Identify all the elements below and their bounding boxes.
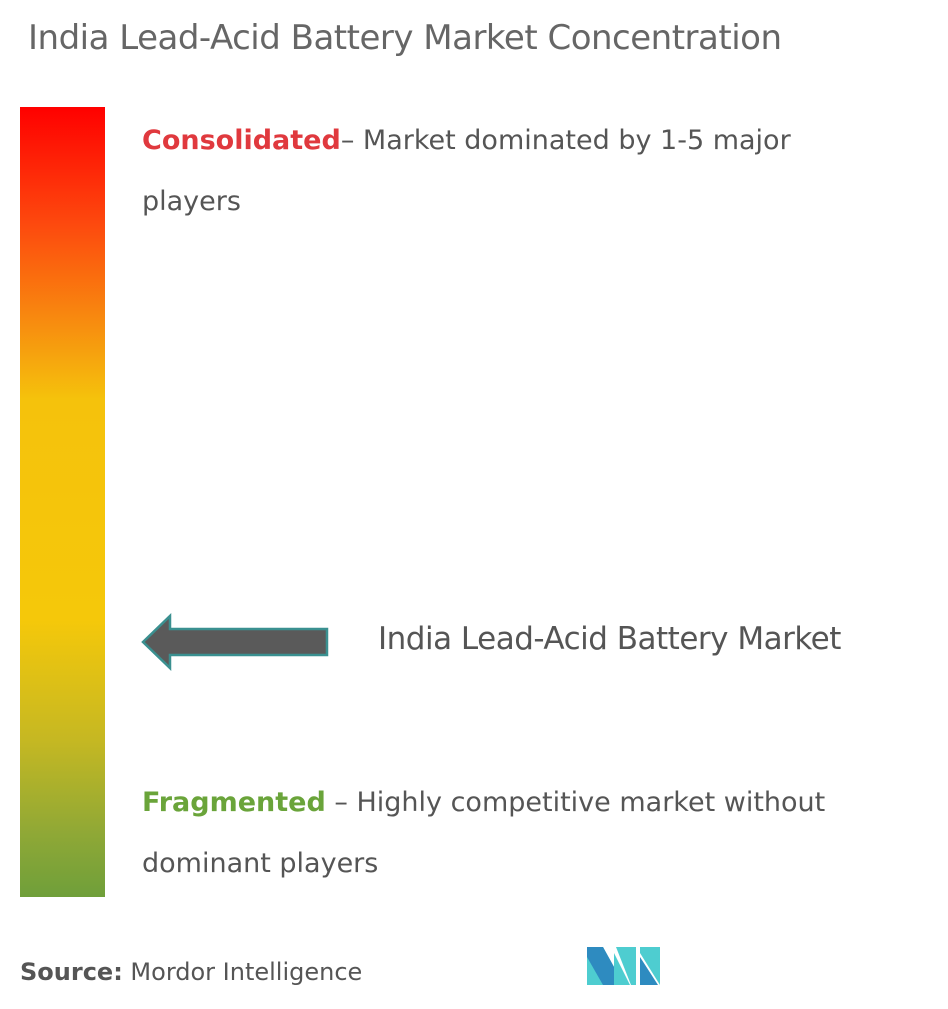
source-text: Mordor Intelligence: [122, 958, 363, 986]
market-marker-label: India Lead-Acid Battery Market: [378, 621, 841, 657]
fragmented-text: – Highly competitive market without domi…: [142, 787, 826, 879]
mordor-intelligence-logo: [587, 947, 660, 985]
consolidated-text: – Market dominated by 1-5 major players: [142, 125, 791, 217]
source-label: Source:: [20, 958, 123, 986]
fragmented-description: Fragmented – Highly competitive market w…: [142, 772, 842, 894]
fragmented-label: Fragmented: [142, 787, 326, 818]
consolidated-description: Consolidated– Market dominated by 1-5 ma…: [142, 110, 842, 232]
left-arrow-icon: [141, 613, 329, 671]
page-title: India Lead-Acid Battery Market Concentra…: [28, 18, 782, 58]
consolidated-label: Consolidated: [142, 125, 341, 156]
source-credit: Source: Mordor Intelligence: [20, 958, 362, 986]
concentration-gradient-bar: [20, 107, 105, 897]
